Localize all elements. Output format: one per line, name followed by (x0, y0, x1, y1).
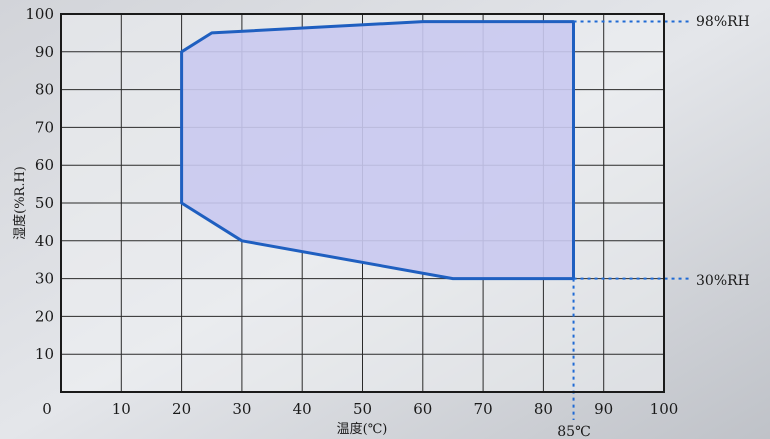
x-axis-title: 温度(℃) (337, 421, 388, 437)
y-tick-label: 100 (25, 5, 54, 23)
x-tick-label: 40 (293, 400, 312, 418)
y-tick-label: 30 (35, 270, 54, 288)
operating-region (180, 20, 575, 281)
y-tick-label: 50 (35, 194, 54, 212)
x-tick-label: 30 (232, 400, 251, 418)
y-tick-label: 40 (35, 232, 54, 250)
y-tick-label: 80 (35, 81, 54, 99)
x-tick-label: 80 (534, 400, 553, 418)
x-tick-label: 100 (650, 400, 679, 418)
y-tick-label: 70 (35, 118, 54, 136)
y-tick-labels: 10 20 30 40 50 60 70 80 90 100 (25, 5, 54, 363)
x-tick-label: 0 (42, 400, 52, 418)
x-tick-label: 50 (353, 400, 372, 418)
x-tick-label: 70 (474, 400, 493, 418)
x-tick-labels: 0 10 20 30 40 50 60 70 80 90 100 (42, 400, 678, 418)
x-tick-label: 10 (112, 400, 131, 418)
y-tick-label: 90 (35, 43, 54, 61)
y-tick-label: 10 (35, 345, 54, 363)
y-axis-title: 湿度(%R.H) (12, 166, 28, 240)
x-tick-label: 90 (594, 400, 613, 418)
y-tick-label: 60 (35, 156, 54, 174)
annotation-30rh: 30%RH (696, 273, 750, 289)
x-tick-label: 20 (172, 400, 191, 418)
plot-frame (60, 13, 665, 393)
x-tick-label: 60 (413, 400, 432, 418)
annotation-98rh: 98%RH (696, 14, 750, 30)
guide-lines (572, 20, 690, 420)
annotation-85c: 85℃ (557, 424, 590, 439)
y-tick-label: 20 (35, 307, 54, 325)
